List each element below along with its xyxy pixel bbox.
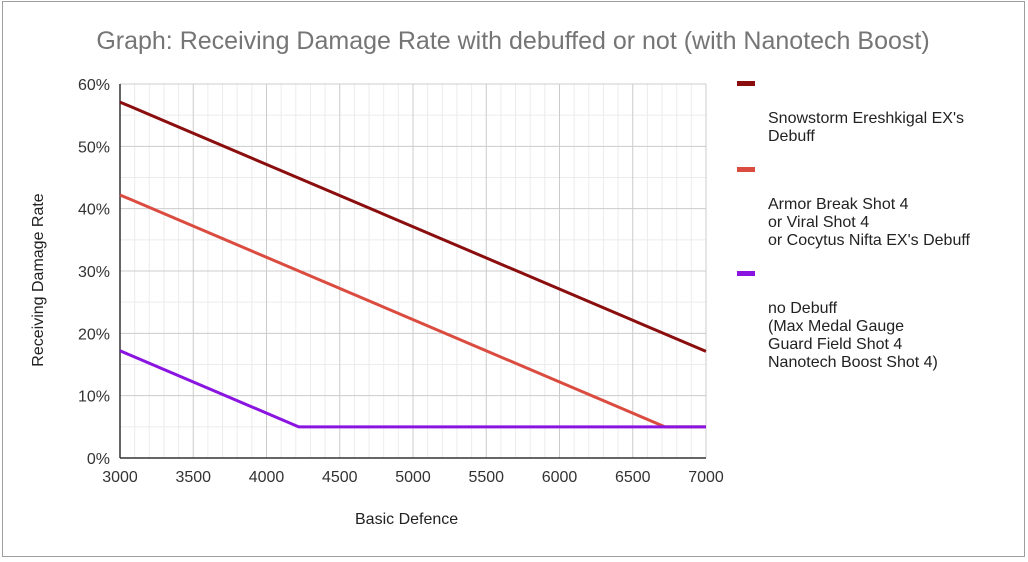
x-tick-label: 4500 [322,469,358,486]
y-tick-label: 30% [78,264,110,281]
legend-swatch-icon [737,81,755,86]
axes [119,84,706,459]
y-tick-label: 50% [78,139,110,156]
y-tick-label: 40% [78,202,110,219]
legend-item[interactable]: Armor Break Shot 4 or Viral Shot 4 or Co… [736,160,1021,250]
x-tick-label: 6500 [615,469,651,486]
series-line [119,100,707,353]
legend-swatch-icon [737,167,755,172]
chart-title: Graph: Receiving Damage Rate with debuff… [96,27,930,55]
y-tick-label: 20% [78,326,110,343]
series-lines [119,100,707,429]
y-tick-labels: 0% 10% 20% 30% 40% 50% 60% [78,77,110,468]
legend-label: no Debuff (Max Medal Gauge Guard Field S… [768,300,938,371]
y-axis-label: Receiving Damage Rate [30,193,47,367]
legend: Snowstorm Ereshkigal EX's Debuff Armor B… [736,74,1021,386]
x-tick-labels: 3000 3500 4000 4500 5000 5500 6000 6500 7000 [102,469,724,486]
x-tick-label: 4000 [249,469,285,486]
y-tick-label: 0% [87,451,110,468]
legend-item[interactable]: no Debuff (Max Medal Gauge Guard Field S… [736,264,1021,372]
legend-swatch-icon [737,271,755,276]
x-tick-label: 6000 [542,469,578,486]
x-axis-label: Basic Defence [355,511,459,528]
y-tick-label: 10% [78,389,110,406]
legend-label: Armor Break Shot 4 or Viral Shot 4 or Co… [768,196,970,249]
legend-label: Snowstorm Ereshkigal EX's Debuff [768,110,965,145]
x-tick-label: 5500 [468,469,504,486]
major-gridlines [120,83,707,458]
x-tick-label: 5000 [395,469,431,486]
x-tick-label: 3500 [175,469,211,486]
y-tick-label: 60% [78,77,110,94]
x-tick-label: 3000 [102,469,138,486]
x-tick-label: 7000 [688,469,724,486]
series-line [119,349,706,429]
legend-item[interactable]: Snowstorm Ereshkigal EX's Debuff [736,74,1021,146]
